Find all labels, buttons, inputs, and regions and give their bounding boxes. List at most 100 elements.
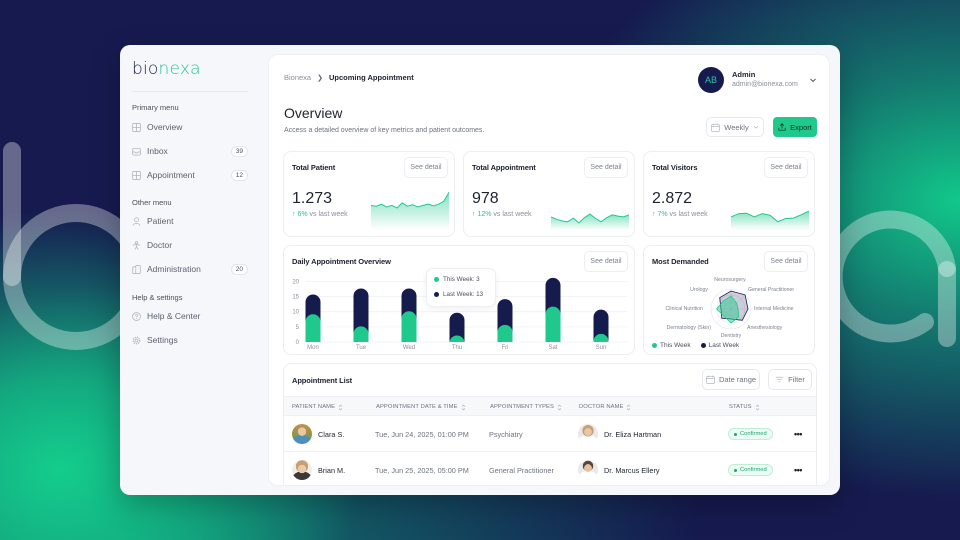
- tooltip-last-week: Last Week: 13: [443, 291, 484, 298]
- status-badge: Confirmed: [728, 452, 773, 485]
- stat-card-total-appointment: Total Appointment See detail 978 ↑ 12% v…: [463, 151, 635, 237]
- breadcrumb-root[interactable]: Bionexa: [284, 73, 312, 82]
- tooltip-this-week: This Week: 3: [443, 276, 480, 283]
- more-options-button[interactable]: •••: [794, 416, 802, 452]
- svg-text:Urology: Urology: [690, 287, 708, 293]
- arrow-up-icon: ↑: [652, 211, 656, 218]
- doctor-name: Dr. Marcus Ellery: [604, 465, 660, 475]
- legend-this-week: This Week: [660, 342, 691, 349]
- patient-avatar: [292, 416, 312, 452]
- patient-name: Brian M.: [318, 465, 346, 475]
- section-title-other: Other menu: [132, 198, 172, 207]
- sidebar-item-inbox[interactable]: Inbox 39: [132, 143, 248, 159]
- chevron-down-icon[interactable]: [809, 76, 817, 84]
- svg-text:Thu: Thu: [452, 345, 462, 351]
- sort-icon: [461, 404, 465, 410]
- svg-text:Sat: Sat: [548, 345, 557, 351]
- status-badge: Confirmed: [728, 416, 773, 452]
- svg-text:Dentistry: Dentistry: [721, 333, 742, 339]
- see-detail-button[interactable]: See detail: [404, 157, 448, 178]
- column-status[interactable]: STATUS: [729, 397, 760, 417]
- sidebar-item-patient[interactable]: Patient: [132, 213, 248, 229]
- stat-title: Total Appointment: [472, 163, 536, 172]
- date-range-label: Date range: [718, 375, 757, 384]
- logo-part1: bio: [132, 59, 159, 79]
- column-label: APPOINTMENT TYPES: [490, 404, 554, 410]
- sidebar-item-administration[interactable]: Administration 20: [132, 261, 248, 277]
- column-label: DOCTOR NAME: [579, 404, 624, 410]
- see-detail-button[interactable]: See detail: [584, 157, 628, 178]
- change-percent: 6%: [297, 211, 308, 218]
- change-suffix: vs last week: [307, 211, 348, 218]
- period-dropdown[interactable]: Weekly: [706, 117, 764, 137]
- stat-change: ↑ 12% vs last week: [472, 211, 532, 218]
- status-dot: [734, 468, 737, 472]
- svg-text:20: 20: [292, 279, 299, 285]
- help-icon: [132, 311, 141, 321]
- chart-title: Most Demanded: [652, 257, 709, 266]
- appointment-count-badge: 12: [230, 169, 248, 181]
- user-avatar[interactable]: AB: [698, 67, 724, 93]
- sparkline-chart: [730, 210, 810, 230]
- page-subtitle: Access a detailed overview of key metric…: [284, 127, 485, 134]
- stat-card-total-visitors: Total Visitors See detail 2.872 ↑ 7% vs …: [643, 151, 815, 237]
- export-button[interactable]: Export: [773, 117, 817, 137]
- more-options-button[interactable]: •••: [794, 452, 802, 485]
- see-detail-button[interactable]: See detail: [764, 251, 808, 272]
- sort-icon: [338, 404, 343, 410]
- column-patient-name[interactable]: PATIENT NAME: [292, 397, 343, 417]
- daily-appointment-card: Daily Appointment Overview See detail 0 5…: [283, 245, 635, 355]
- export-label: Export: [790, 122, 812, 132]
- stat-card-total-patient: Total Patient See detail 1.273 ↑ 6% vs l…: [283, 151, 455, 237]
- svg-text:Neurosurgery: Neurosurgery: [714, 277, 746, 283]
- sparkline-chart: [550, 213, 630, 230]
- date-range-button[interactable]: Date range: [702, 369, 760, 390]
- sidebar-item-settings[interactable]: Settings: [132, 332, 248, 348]
- svg-text:Fri: Fri: [502, 345, 509, 351]
- sidebar-item-appointment[interactable]: Appointment 12: [132, 167, 248, 183]
- svg-text:5: 5: [296, 325, 300, 331]
- column-label: APPOINTMENT DATE & TIME: [376, 404, 458, 410]
- sidebar-item-label: Doctor: [147, 240, 173, 250]
- svg-text:Dermatology (Skin): Dermatology (Skin): [667, 325, 712, 331]
- user-icon: [132, 216, 141, 226]
- more-icon: •••: [794, 465, 802, 475]
- calendar-icon: [706, 375, 715, 384]
- stat-value: 1.273: [292, 190, 333, 207]
- chart-legend: This Week Last Week: [652, 342, 739, 349]
- table-row[interactable]: Clara S. Tue, Jun 24, 2025, 01:00 PM Psy…: [284, 416, 816, 452]
- building-icon: [132, 264, 141, 274]
- logo[interactable]: bionexa: [132, 59, 201, 79]
- grid-icon: [132, 122, 141, 132]
- column-doctor-name[interactable]: DOCTOR NAME: [579, 397, 631, 417]
- column-appointment-datetime[interactable]: APPOINTMENT DATE & TIME: [376, 397, 466, 417]
- sidebar-item-overview[interactable]: Overview: [132, 119, 248, 135]
- svg-text:10: 10: [292, 310, 299, 316]
- period-value: Weekly: [724, 122, 749, 132]
- column-appointment-types[interactable]: APPOINTMENT TYPES: [490, 397, 562, 417]
- filter-button[interactable]: Filter: [768, 369, 812, 390]
- svg-text:Tue: Tue: [356, 345, 367, 351]
- stat-change: ↑ 6% vs last week: [292, 211, 348, 218]
- change-suffix: vs last week: [491, 211, 532, 218]
- sidebar-item-help-center[interactable]: Help & Center: [132, 308, 248, 324]
- sidebar-item-label: Appointment: [147, 170, 195, 180]
- avatar-initials: AB: [704, 75, 717, 85]
- status-dot: [734, 432, 737, 436]
- user-name: Admin: [732, 70, 756, 79]
- sidebar-item-doctor[interactable]: Doctor: [132, 237, 248, 253]
- see-detail-button[interactable]: See detail: [584, 251, 628, 272]
- svg-text:Sun: Sun: [596, 345, 607, 351]
- legend-dot-last-week: [700, 343, 706, 348]
- see-detail-button[interactable]: See detail: [764, 157, 808, 178]
- inbox-count-badge: 39: [230, 145, 248, 157]
- sidebar-item-label: Administration: [147, 264, 201, 274]
- svg-text:General Practitioner: General Practitioner: [748, 287, 794, 293]
- this-week-dot: [434, 277, 439, 282]
- sparkline-chart: [370, 192, 450, 230]
- calendar-icon: [711, 122, 721, 132]
- table-row[interactable]: Brian M. Tue, Jun 25, 2025, 05:00 PM Gen…: [284, 452, 816, 485]
- doctor-icon: [132, 240, 141, 250]
- stat-title: Total Visitors: [652, 163, 698, 172]
- section-title-primary: Primary menu: [132, 103, 179, 112]
